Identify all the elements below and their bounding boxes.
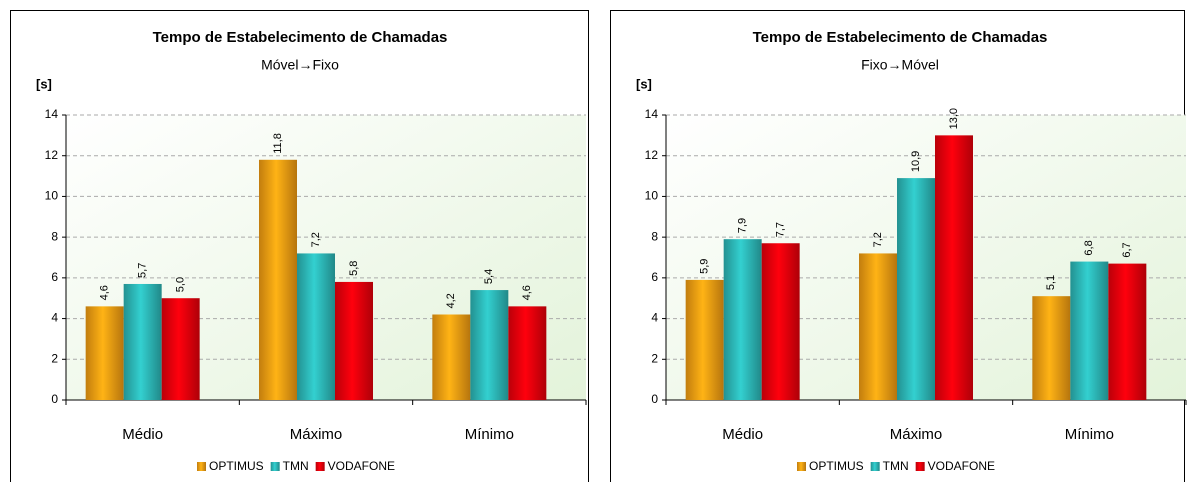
y-tick-label: 12 — [645, 148, 659, 162]
y-tick-label: 4 — [651, 311, 658, 325]
x-tick-label: Médio — [122, 426, 163, 443]
bar — [161, 298, 200, 400]
y-tick-label: 0 — [51, 392, 58, 406]
y-tick-label: 12 — [45, 148, 59, 162]
y-tick-label: 6 — [51, 270, 58, 284]
data-label: 5,7 — [137, 263, 149, 278]
y-tick-label: 8 — [651, 229, 658, 243]
bar — [259, 159, 297, 400]
data-label: 5,9 — [699, 259, 711, 274]
data-label: 7,7 — [775, 222, 787, 237]
legend-label: TMN — [883, 459, 909, 473]
data-label: 5,8 — [348, 261, 360, 276]
legend-label: VODAFONE — [928, 459, 995, 473]
bar — [897, 178, 935, 400]
data-label: 6,8 — [1083, 240, 1095, 255]
legend-label: OPTIMUS — [209, 459, 264, 473]
bar — [935, 135, 973, 400]
y-tick-label: 4 — [51, 311, 58, 325]
bar — [335, 281, 373, 400]
bar — [723, 239, 762, 400]
bar — [859, 253, 897, 400]
legend-swatch — [870, 462, 880, 471]
legend-swatch — [315, 462, 325, 471]
y-tick-label: 10 — [645, 189, 659, 203]
bar — [685, 279, 724, 400]
bar — [470, 290, 509, 400]
data-label: 5,0 — [175, 277, 187, 292]
legend-swatch — [915, 462, 925, 471]
legend-swatch — [797, 462, 806, 471]
bar — [432, 314, 471, 400]
bar — [297, 253, 335, 400]
data-label: 10,9 — [910, 151, 922, 172]
data-label: 11,8 — [272, 133, 284, 154]
y-tick-label: 14 — [645, 107, 659, 121]
bar — [123, 283, 162, 400]
y-tick-label: 8 — [51, 229, 58, 243]
data-label: 13,0 — [948, 108, 960, 129]
data-label: 6,7 — [1121, 242, 1133, 257]
data-label: 7,9 — [737, 218, 749, 233]
bar — [1108, 263, 1147, 400]
x-tick-label: Médio — [722, 426, 763, 443]
y-tick-label: 6 — [651, 270, 658, 284]
y-tick-label: 10 — [45, 189, 59, 203]
legend-label: VODAFONE — [328, 459, 395, 473]
x-tick-label: Mínimo — [465, 426, 514, 443]
chart-subtitle: Móvel→Fixo — [261, 57, 339, 73]
chart-title: Tempo de Estabelecimento de Chamadas — [153, 29, 448, 46]
x-tick-label: Mínimo — [1065, 426, 1114, 443]
y-tick-label: 2 — [51, 351, 58, 365]
bar — [508, 306, 547, 400]
legend-swatch — [270, 462, 280, 471]
y-tick-label: 14 — [45, 107, 59, 121]
x-tick-label: Máximo — [290, 426, 343, 443]
data-label: 5,1 — [1045, 275, 1057, 290]
chart-subtitle: Fixo→Móvel — [861, 57, 939, 73]
legend-label: OPTIMUS — [809, 459, 864, 473]
y-tick-label: 2 — [651, 351, 658, 365]
y-axis-label: [s] — [36, 76, 52, 91]
bar — [85, 306, 124, 400]
y-tick-label: 0 — [651, 392, 658, 406]
legend-label: TMN — [283, 459, 309, 473]
data-label: 4,6 — [521, 285, 533, 300]
x-tick-label: Máximo — [890, 426, 943, 443]
data-label: 5,4 — [483, 269, 495, 284]
bar — [1070, 261, 1109, 400]
bar — [1032, 296, 1071, 400]
data-label: 7,2 — [872, 232, 884, 247]
data-label: 7,2 — [310, 232, 322, 247]
data-label: 4,6 — [99, 285, 111, 300]
chart-title: Tempo de Estabelecimento de Chamadas — [753, 29, 1048, 46]
y-axis-label: [s] — [636, 76, 652, 91]
data-label: 4,2 — [445, 293, 457, 308]
legend-swatch — [197, 462, 206, 471]
bar — [761, 243, 800, 400]
